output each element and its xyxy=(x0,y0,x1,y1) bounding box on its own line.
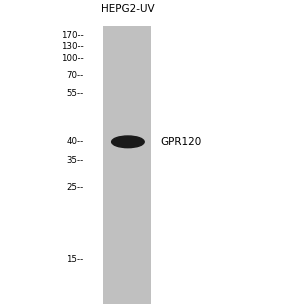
Text: 15--: 15-- xyxy=(66,255,83,264)
Text: 70--: 70-- xyxy=(66,71,83,80)
Text: GPR120: GPR120 xyxy=(160,137,201,147)
Ellipse shape xyxy=(112,136,144,148)
Text: HEPG2-UV: HEPG2-UV xyxy=(100,4,154,14)
Text: 100--: 100-- xyxy=(61,54,83,63)
Text: 170--: 170-- xyxy=(61,31,83,40)
Bar xyxy=(103,26,151,304)
Text: 55--: 55-- xyxy=(66,89,83,98)
Text: 130--: 130-- xyxy=(61,41,83,51)
Text: 35--: 35-- xyxy=(66,156,83,165)
Text: 40--: 40-- xyxy=(66,137,83,146)
Text: 25--: 25-- xyxy=(66,183,83,192)
